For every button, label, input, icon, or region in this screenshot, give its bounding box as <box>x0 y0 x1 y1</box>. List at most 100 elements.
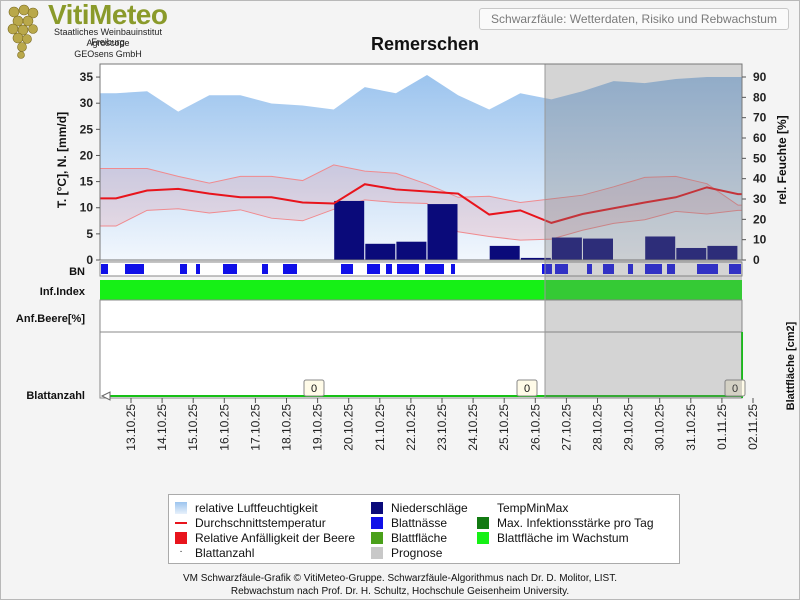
legend-swatch <box>371 502 383 514</box>
leaf-count-marker <box>303 379 325 397</box>
x-tick-label: 24.10.25 <box>466 404 480 451</box>
leaf-wetness-block <box>283 264 297 274</box>
legend-swatch <box>371 547 383 559</box>
leaf-wetness-block <box>341 264 353 274</box>
precip-bar <box>583 238 613 260</box>
precip-bar <box>427 204 458 260</box>
prognose-overlay <box>545 64 742 398</box>
leaf-wetness-block <box>645 264 662 274</box>
leaf-count-marker <box>724 379 746 397</box>
footer-line-1: VM Schwarzfäule-Grafik © VitiMeteo-Grupp… <box>182 573 617 584</box>
x-tick-label: 13.10.25 <box>124 404 138 451</box>
legend-label: Max. Infektionsstärke pro Tag <box>497 516 654 530</box>
x-tick-label: 23.10.25 <box>435 404 449 451</box>
x-tick-label: 28.10.25 <box>591 404 605 451</box>
leaf-count-value: 0 <box>524 383 530 395</box>
chart-title: Remerschen <box>370 34 480 54</box>
precip-bar <box>551 237 582 260</box>
legend-label: Blattnässe <box>391 516 448 530</box>
leaf-wetness-block <box>367 264 380 274</box>
y-left-tick-label: 30 <box>80 96 94 110</box>
precip-bar <box>520 257 551 260</box>
legend-swatch <box>477 532 489 544</box>
y-right-tick-label: 30 <box>753 192 767 206</box>
legend-swatch <box>371 517 383 529</box>
leaf-wetness-block <box>196 264 200 274</box>
infection-index-bar <box>100 280 742 300</box>
precip-bar <box>489 245 520 260</box>
legend-label: relative Luftfeuchtigkeit <box>195 501 318 515</box>
legend-label: Prognose <box>391 546 443 560</box>
legend-item-berry: Relative Anfälligkeit der Beere <box>175 531 356 545</box>
grape-icon <box>7 4 39 59</box>
precip-bar <box>707 245 738 260</box>
x-tick-label: 30.10.25 <box>653 404 667 451</box>
leaf-wetness-block <box>555 264 568 274</box>
legend-item-precip: Niederschläge <box>371 501 468 515</box>
x-tick-label: 18.10.25 <box>280 404 294 451</box>
x-tick-label: 19.10.25 <box>311 404 325 451</box>
logo-title: VitiMeteo <box>48 0 168 30</box>
x-tick-label: 15.10.25 <box>186 404 200 451</box>
y-right-tick-label: 40 <box>753 172 767 186</box>
y-left-axis-label: T. [°C], N. [mm/d] <box>55 112 69 208</box>
legend-item-prognose: Prognose <box>371 546 443 560</box>
precip-bar <box>676 247 707 260</box>
leaf-count-marker <box>516 379 538 397</box>
y-left-tick-label: 10 <box>80 201 94 215</box>
y-left-tick-label: 20 <box>80 148 94 162</box>
plot-border <box>99 63 743 261</box>
y-left-tick-label: 5 <box>86 227 93 241</box>
leaf-wetness-block <box>223 264 237 274</box>
leaf-wetness-block <box>542 264 552 274</box>
legend: relative Luftfeuchtigkeit Niederschläge … <box>168 494 680 564</box>
leaf-count-value: 0 <box>732 383 738 395</box>
y-right-tick-label: 20 <box>753 212 767 226</box>
logo-line-agroscope: Agroscope <box>86 38 130 48</box>
legend-item-leafarea: Blattfläche <box>371 531 447 545</box>
leaf-wetness-block <box>262 264 268 274</box>
leaf-wetness-block <box>587 264 592 274</box>
legend-label: Durchschnittstemperatur <box>195 516 326 530</box>
x-tick-label: 29.10.25 <box>622 404 636 451</box>
y-right-tick-label: 50 <box>753 151 767 165</box>
legend-item-maxinfection: Max. Infektionsstärke pro Tag <box>477 516 654 530</box>
legend-label: TempMinMax <box>497 501 569 515</box>
chart-subtitle: Schwarzfäule: Wetterdaten, Risiko und Re… <box>479 8 789 30</box>
x-tick-label: 26.10.25 <box>528 404 542 451</box>
leaf-wetness-block <box>425 264 444 274</box>
footer-line-2: Rebwachstum nach Prof. Dr. H. Schultz, H… <box>230 586 570 597</box>
precip-bar <box>334 200 365 260</box>
x-tick-label: 01.11.25 <box>715 404 729 450</box>
legend-item-leafcount: · Blattanzahl <box>179 546 254 560</box>
legend-swatch: · <box>179 546 183 557</box>
temp-min-line <box>100 199 742 241</box>
leaf-wetness-block <box>628 264 633 274</box>
x-tick-label: 20.10.25 <box>342 404 356 451</box>
legend-label: Niederschläge <box>391 501 468 515</box>
mean-temp-line <box>100 183 742 224</box>
legend-item-tempminmax: TempMinMax <box>497 501 568 515</box>
legend-swatch <box>371 532 383 544</box>
logo-line-institute: Staatliches Weinbauinstitut Freiburg <box>54 27 162 47</box>
legend-swatch <box>175 522 187 524</box>
y-right-tick-label: 80 <box>753 90 767 104</box>
anf-row-label: Anf.Beere[%] <box>16 313 85 325</box>
x-tick-label: 31.10.25 <box>684 404 698 451</box>
y-left-tick-label: 25 <box>80 122 94 136</box>
x-tick-label: 02.11.25 <box>746 404 760 450</box>
y-right-tick-label: 10 <box>753 233 767 247</box>
y-left-tick-label: 15 <box>80 175 94 189</box>
y-left-tick-label: 0 <box>86 253 93 267</box>
y-right-tick-label: 70 <box>753 111 767 125</box>
legend-label: Blattfläche im Wachstum <box>497 531 629 545</box>
bn-row <box>99 261 743 277</box>
legend-label: Relative Anfälligkeit der Beere <box>195 531 356 545</box>
precip-bar <box>396 241 427 260</box>
leaf-wetness-block <box>697 264 718 274</box>
y-right-tick-label: 0 <box>753 253 760 267</box>
temp-minmax-band <box>100 164 742 241</box>
y-right-tick-label: 60 <box>753 131 767 145</box>
vitimeteo-logo: VitiMeteo Staatliches Weinbauinstitut Fr… <box>4 0 184 60</box>
legend-item-leafarea-growth: Blattfläche im Wachstum <box>477 531 629 545</box>
